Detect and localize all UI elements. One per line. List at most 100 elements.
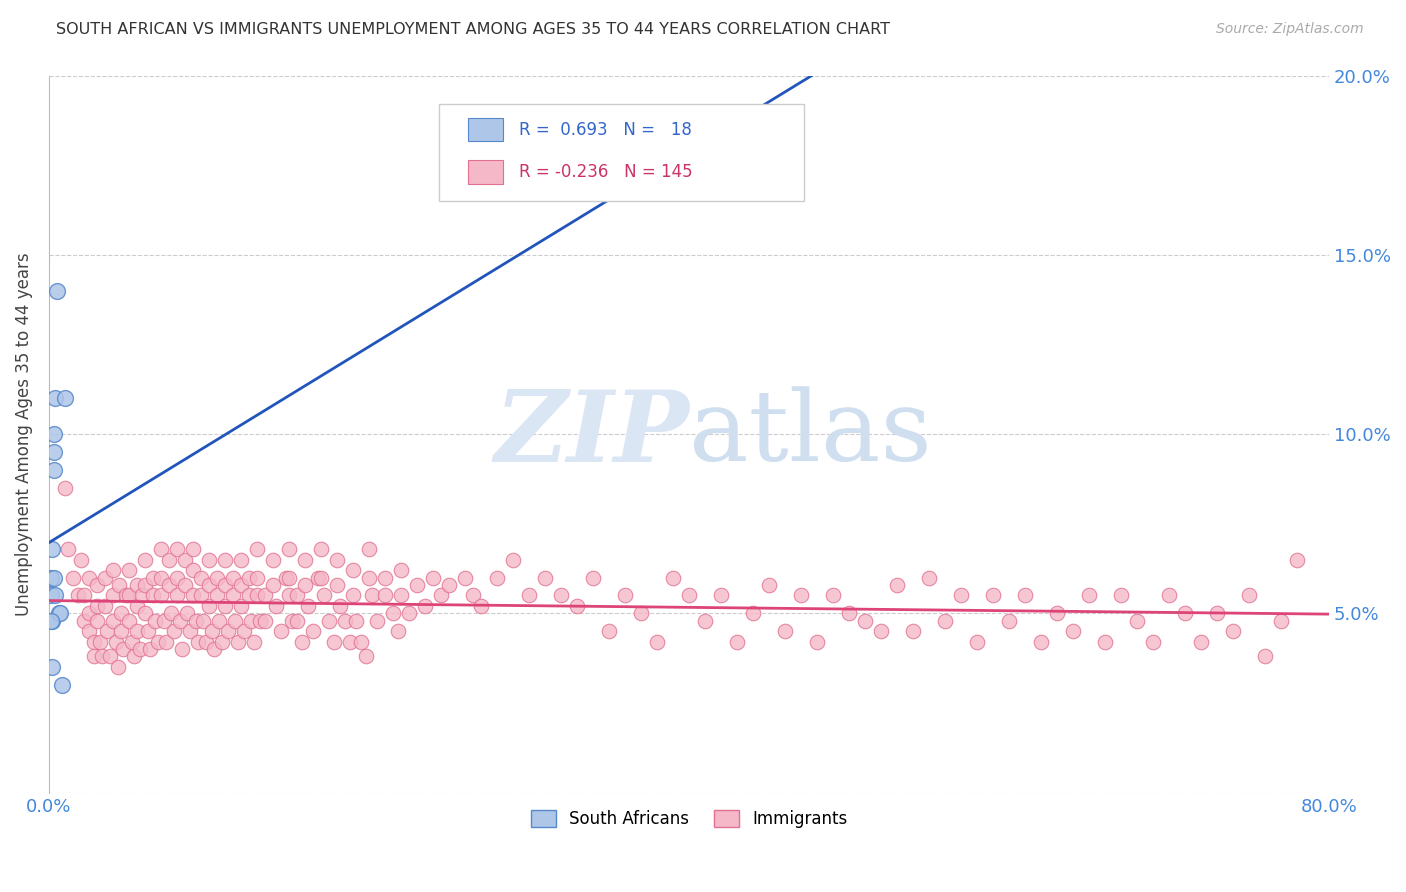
Point	[318, 614, 340, 628]
Text: Source: ZipAtlas.com: Source: ZipAtlas.com	[1216, 22, 1364, 37]
Point	[96, 624, 118, 639]
Point	[108, 577, 131, 591]
Point	[53, 481, 76, 495]
Point	[66, 589, 89, 603]
Point	[333, 614, 356, 628]
Point	[114, 589, 136, 603]
Point	[297, 599, 319, 614]
Point	[246, 589, 269, 603]
Point	[249, 614, 271, 628]
Point	[387, 624, 409, 639]
Point	[176, 607, 198, 621]
Point	[1270, 614, 1292, 628]
Point	[169, 614, 191, 628]
Point	[163, 624, 186, 639]
Point	[398, 607, 420, 621]
Point	[758, 577, 780, 591]
Point	[159, 607, 181, 621]
Point	[437, 577, 460, 591]
Point	[329, 599, 352, 614]
Point	[326, 552, 349, 566]
Point	[198, 552, 221, 566]
Point	[229, 577, 252, 591]
Point	[121, 635, 143, 649]
Point	[725, 635, 748, 649]
Point	[157, 577, 180, 591]
Point	[101, 614, 124, 628]
Point	[77, 570, 100, 584]
Point	[870, 624, 893, 639]
Point	[205, 570, 228, 584]
Point	[342, 563, 364, 577]
Text: atlas: atlas	[689, 386, 932, 482]
Point	[302, 624, 325, 639]
Point	[41, 660, 63, 674]
Point	[53, 391, 76, 405]
Point	[134, 607, 156, 621]
Point	[422, 570, 444, 584]
Point	[229, 552, 252, 566]
Point	[950, 589, 973, 603]
Point	[454, 570, 477, 584]
Point	[382, 607, 405, 621]
Point	[48, 607, 70, 621]
Point	[107, 660, 129, 674]
Text: R = -0.236   N = 145: R = -0.236 N = 145	[519, 163, 692, 181]
Point	[339, 635, 361, 649]
Point	[94, 599, 117, 614]
Point	[98, 649, 121, 664]
Point	[222, 570, 245, 584]
Point	[357, 570, 380, 584]
Point	[1078, 589, 1101, 603]
Point	[1109, 589, 1132, 603]
Point	[1094, 635, 1116, 649]
Point	[205, 589, 228, 603]
Point	[201, 624, 224, 639]
Point	[278, 541, 301, 556]
Point	[226, 635, 249, 649]
Point	[274, 570, 297, 584]
Point	[186, 614, 208, 628]
Point	[246, 570, 269, 584]
Point	[307, 570, 329, 584]
Point	[122, 649, 145, 664]
Point	[344, 614, 367, 628]
Point	[202, 642, 225, 657]
Point	[238, 570, 260, 584]
Point	[461, 589, 484, 603]
Point	[46, 284, 69, 298]
Point	[214, 599, 236, 614]
Point	[326, 577, 349, 591]
Point	[125, 577, 148, 591]
Point	[149, 589, 172, 603]
Point	[517, 589, 540, 603]
Point	[838, 607, 860, 621]
Point	[406, 577, 429, 591]
Point	[181, 541, 204, 556]
Point	[354, 649, 377, 664]
Point	[901, 624, 924, 639]
Point	[565, 599, 588, 614]
Point	[1189, 635, 1212, 649]
Point	[1206, 607, 1229, 621]
FancyBboxPatch shape	[468, 118, 503, 142]
Point	[1062, 624, 1084, 639]
Point	[966, 635, 988, 649]
Point	[342, 589, 364, 603]
Point	[294, 577, 316, 591]
Point	[264, 599, 287, 614]
Point	[41, 614, 63, 628]
Point	[86, 614, 108, 628]
Point	[70, 552, 93, 566]
Point	[1014, 589, 1036, 603]
Point	[309, 570, 332, 584]
Point	[285, 614, 308, 628]
Point	[49, 607, 72, 621]
Point	[710, 589, 733, 603]
Point	[142, 589, 165, 603]
Point	[39, 570, 62, 584]
Point	[238, 589, 260, 603]
Point	[131, 589, 153, 603]
Point	[389, 589, 412, 603]
Point	[214, 552, 236, 566]
